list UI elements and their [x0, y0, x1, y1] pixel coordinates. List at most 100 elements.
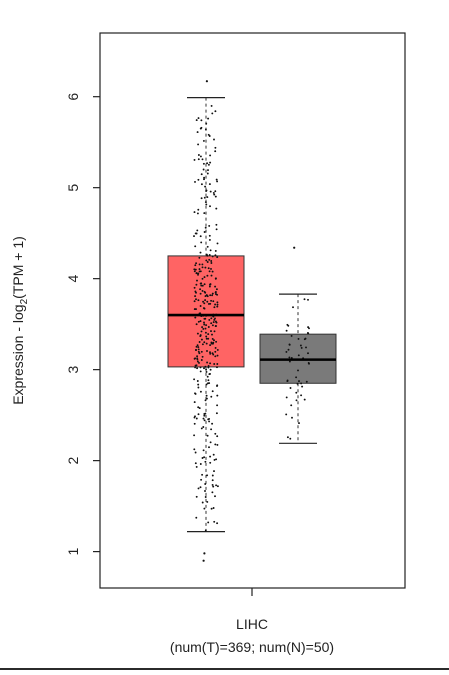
data-point: [209, 455, 212, 458]
data-point: [214, 350, 217, 353]
data-point: [204, 331, 207, 334]
data-point: [215, 484, 218, 487]
data-point: [197, 346, 200, 349]
data-point: [209, 154, 212, 157]
data-point: [194, 264, 197, 267]
data-point: [194, 268, 197, 271]
data-point: [299, 344, 302, 347]
data-point: [216, 366, 218, 369]
data-point: [204, 295, 207, 298]
data-point: [207, 163, 210, 166]
data-point: [195, 232, 198, 235]
data-point: [214, 303, 217, 306]
data-point: [200, 197, 203, 200]
data-point: [208, 318, 211, 321]
data-point: [207, 337, 210, 340]
data-point: [204, 496, 207, 498]
data-point: [207, 133, 210, 136]
y-axis: 1 2 3 4 5 6: [65, 93, 100, 556]
data-point: [194, 316, 197, 319]
data-point: [204, 201, 207, 204]
data-point: [203, 283, 206, 286]
data-point: [200, 284, 203, 287]
data-point: [194, 451, 197, 454]
data-point: [205, 324, 208, 327]
data-point: [301, 385, 304, 388]
data-point: [216, 485, 219, 488]
data-point: [215, 178, 218, 181]
data-point: [214, 291, 217, 294]
data-point: [212, 453, 215, 456]
data-point: [195, 298, 197, 301]
data-point: [203, 321, 205, 324]
data-point: [204, 483, 207, 485]
data-point: [198, 407, 201, 410]
data-point: [209, 249, 212, 252]
data-point: [216, 305, 219, 308]
data-point: [303, 338, 306, 341]
data-point: [197, 117, 200, 120]
data-point: [197, 406, 200, 409]
data-point: [287, 348, 290, 351]
data-point: [210, 507, 213, 510]
data-point: [288, 343, 291, 346]
data-point: [198, 256, 201, 259]
data-point: [305, 346, 307, 349]
data-point: [216, 363, 219, 365]
data-point: [208, 270, 211, 273]
data-point: [307, 326, 310, 329]
data-point: [209, 461, 212, 464]
data-point: [288, 356, 291, 359]
data-point: [203, 178, 205, 181]
data-point: [211, 474, 214, 477]
data-point: [203, 302, 206, 305]
data-point: [215, 207, 218, 210]
data-point: [200, 478, 203, 481]
data-point: [285, 396, 288, 399]
data-point: [193, 235, 195, 238]
y-tick-label: 6: [65, 93, 81, 101]
data-point: [203, 414, 206, 417]
outlier-point: [203, 552, 206, 555]
data-point: [215, 458, 218, 461]
data-point: [209, 362, 212, 365]
data-point: [211, 112, 214, 115]
data-point: [212, 341, 215, 344]
data-point: [194, 245, 197, 248]
data-point: [199, 288, 202, 291]
y-tick-label: 2: [65, 457, 81, 465]
data-point: [206, 300, 209, 303]
data-point: [209, 294, 212, 297]
data-point: [198, 361, 200, 364]
box-group-T: [167, 80, 245, 562]
data-point: [285, 413, 288, 416]
data-point: [213, 138, 215, 141]
data-point: [216, 348, 219, 351]
data-point: [200, 173, 203, 176]
data-point: [214, 443, 217, 446]
data-point: [216, 394, 219, 397]
data-point: [216, 522, 219, 525]
data-point: [297, 354, 300, 357]
data-point: [203, 456, 206, 459]
data-point: [214, 317, 216, 320]
data-point: [211, 255, 214, 258]
data-point: [207, 267, 210, 270]
data-point: [214, 110, 217, 113]
data-point: [206, 375, 209, 378]
data-point: [202, 168, 205, 171]
data-point: [200, 427, 203, 430]
data-point: [204, 529, 207, 532]
data-point: [214, 355, 217, 358]
data-point: [196, 344, 199, 347]
data-point: [211, 491, 214, 494]
box-T: [167, 255, 245, 368]
data-point: [206, 350, 208, 352]
data-point: [215, 288, 218, 291]
data-point: [214, 190, 217, 193]
data-point: [216, 180, 219, 183]
data-point: [204, 399, 207, 402]
data-point: [196, 358, 199, 361]
sample-count-label: (num(T)=369; num(N)=50): [170, 639, 334, 655]
data-point: [214, 285, 217, 288]
